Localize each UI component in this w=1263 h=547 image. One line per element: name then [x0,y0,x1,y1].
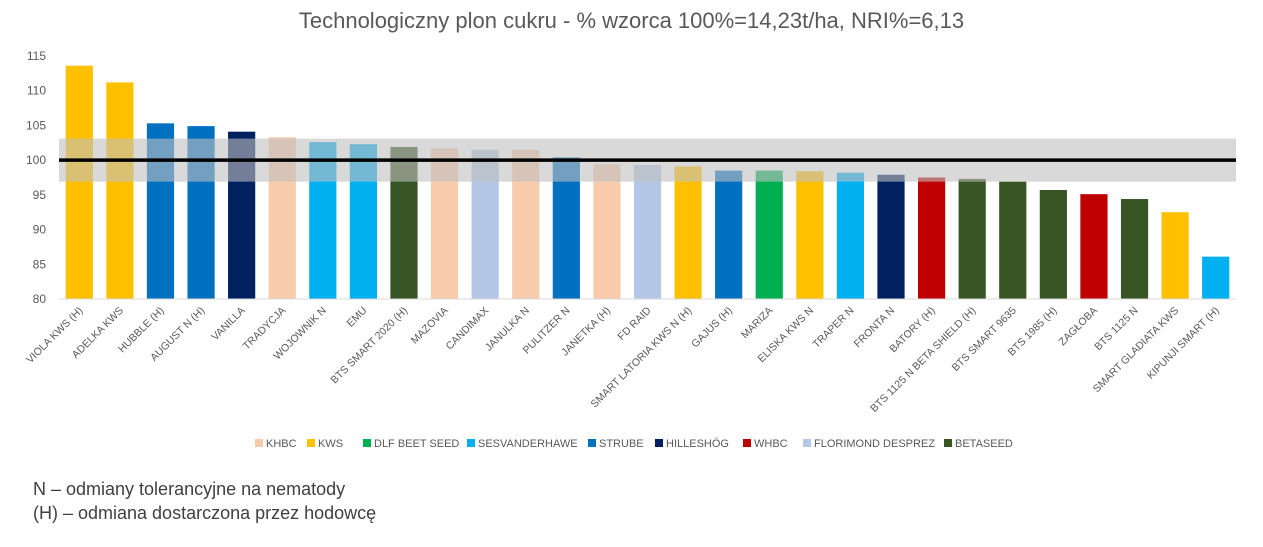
legend-label: DLF BEET SEED [374,438,459,450]
legend-swatch [588,439,596,447]
legend-label: WHBC [754,438,788,450]
bar [836,172,865,299]
bar [958,178,986,299]
y-tick-label: 95 [33,188,47,202]
y-tick-label: 110 [27,84,46,98]
legend-swatch [307,439,315,447]
legend-label: BETASEED [955,438,1013,450]
legend-label: SESVANDERHAWE [478,438,578,450]
category-label: MARIZA [739,305,776,342]
y-tick-label: 85 [33,257,47,271]
y-tick-label: 100 [26,153,46,167]
bar [796,171,824,299]
category-label: EMU [345,305,370,330]
legend-label: KHBC [266,438,297,450]
bar [715,170,743,299]
legend-swatch [363,439,371,447]
legend-label: KWS [318,438,343,450]
bar [633,165,662,299]
legend-label: FLORIMOND DESPREZ [814,438,935,450]
y-tick-label: 80 [33,292,47,306]
y-axis-ticks: 80 85 90 95 100 105 110 115 [26,49,46,306]
bar [755,170,783,299]
bar [1080,194,1108,299]
category-label: VANILLA [209,305,247,343]
legend-swatch [655,439,663,447]
legend-label: HILLESHÖG [666,438,729,450]
bars-group [65,65,1230,300]
bar [106,82,134,299]
category-label: TRAPER N [811,305,857,351]
legend-swatch [467,439,475,447]
y-tick-label: 90 [33,223,47,237]
bar [1202,256,1230,299]
bar [1039,189,1067,299]
legend-swatch [255,439,263,447]
legend-swatch [803,439,811,447]
category-label: FD RAID [615,304,653,342]
category-label: MAZOVIA [409,305,451,347]
bar [999,181,1027,299]
bar [593,164,621,299]
bar-chart: 80 85 90 95 100 105 110 115 VIOLA KWS (H)ADELKA… [24,49,1236,450]
bar [1161,212,1189,299]
category-label: ZAGŁOBA [1057,305,1101,349]
category-label: BTS SMART 2020 (H) [328,305,410,387]
bar [1120,199,1149,299]
category-label: KIPUNJI SMART (H) [1145,305,1222,382]
note-breeder: (H) – odmiana dostarczona przez hodowcę [33,503,377,523]
category-label: GAJUS (H) [689,305,735,351]
bar [877,174,905,299]
chart-title: Technologiczny plon cukru - % wzorca 100… [298,8,965,33]
bar [674,166,702,299]
bar [65,65,93,299]
legend: KHBC KWS DLF BEET SEED SESVANDERHAWE STRUBE H… [255,438,1013,450]
legend-label: STRUBE [599,438,644,450]
legend-swatch [944,439,952,447]
note-nematode: N – odmiany tolerancyjne na nematody [33,479,346,499]
y-tick-label: 105 [26,118,46,132]
y-tick-label: 115 [27,49,46,63]
legend-swatch [743,439,751,447]
bar [918,177,946,299]
